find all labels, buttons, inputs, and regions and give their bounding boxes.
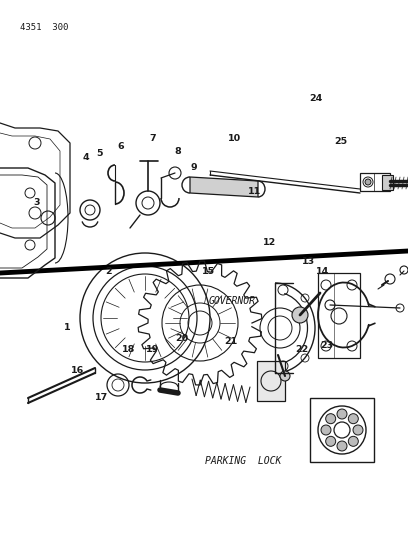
Text: 21: 21 <box>224 337 237 345</box>
Text: 15: 15 <box>202 268 215 276</box>
Circle shape <box>348 414 358 424</box>
Circle shape <box>321 425 331 435</box>
Text: 17: 17 <box>95 393 109 401</box>
Text: 25: 25 <box>334 137 347 146</box>
Text: PARKING  LOCK: PARKING LOCK <box>204 456 281 466</box>
Circle shape <box>326 437 336 446</box>
Polygon shape <box>257 361 285 401</box>
Circle shape <box>348 437 358 446</box>
Text: 2: 2 <box>105 268 111 276</box>
Polygon shape <box>382 175 393 190</box>
Text: 10: 10 <box>228 134 241 143</box>
Text: 9: 9 <box>191 164 197 172</box>
Circle shape <box>337 409 347 419</box>
Text: 1: 1 <box>64 324 71 332</box>
Text: 8: 8 <box>174 148 181 156</box>
Text: 5: 5 <box>97 149 103 158</box>
Circle shape <box>280 371 290 381</box>
Text: 16: 16 <box>71 366 84 375</box>
Text: 18: 18 <box>122 345 135 353</box>
Circle shape <box>337 441 347 451</box>
Text: 4351  300: 4351 300 <box>20 23 69 32</box>
Circle shape <box>326 414 336 424</box>
Text: 23: 23 <box>320 341 333 350</box>
Text: 22: 22 <box>295 345 308 353</box>
Text: 6: 6 <box>117 142 124 151</box>
Text: 11: 11 <box>248 188 262 196</box>
Text: 13: 13 <box>302 257 315 265</box>
Text: 7: 7 <box>150 134 156 143</box>
Text: 4: 4 <box>82 153 89 161</box>
Circle shape <box>365 179 371 185</box>
Text: GOVERNOR: GOVERNOR <box>209 296 256 306</box>
Text: 19: 19 <box>146 345 160 353</box>
Text: 12: 12 <box>263 238 276 247</box>
Text: 24: 24 <box>310 94 323 103</box>
Circle shape <box>292 307 308 323</box>
Polygon shape <box>190 177 258 197</box>
Text: 20: 20 <box>175 334 188 343</box>
Text: 14: 14 <box>316 268 329 276</box>
Text: 3: 3 <box>33 198 40 207</box>
Circle shape <box>353 425 363 435</box>
